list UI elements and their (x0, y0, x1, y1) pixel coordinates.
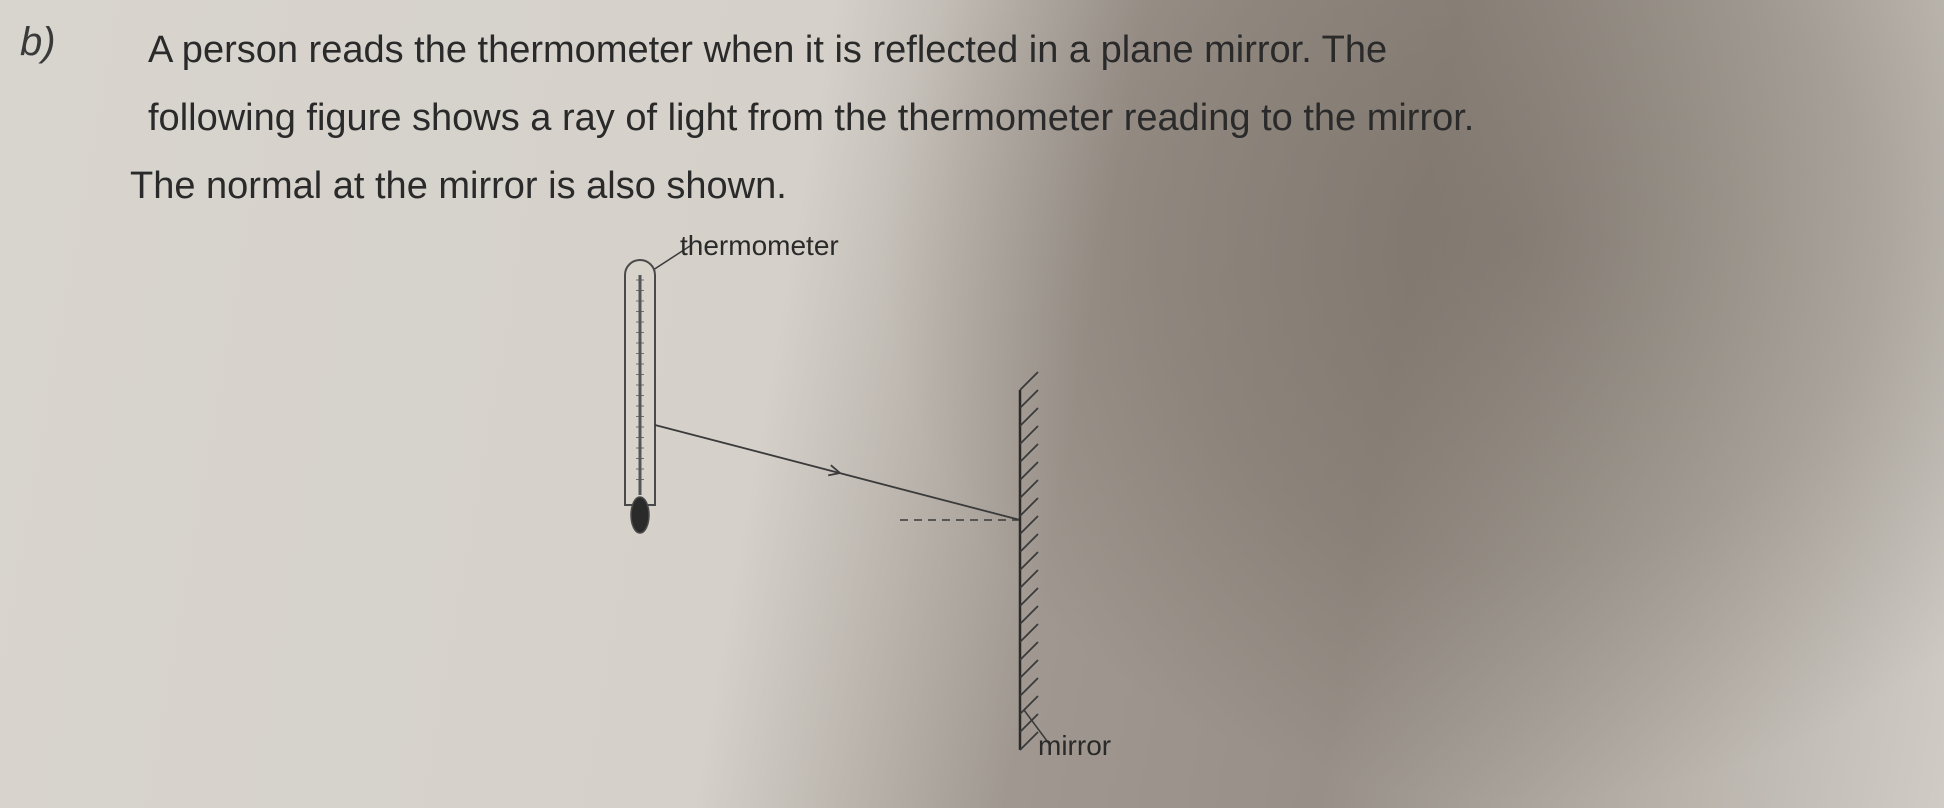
question-text-line-3: The normal at the mirror is also shown. (130, 158, 787, 215)
thermometer-label: thermometer (680, 230, 839, 262)
question-part-label: b) (20, 20, 56, 65)
question-text-line-1: A person reads the thermometer when it i… (148, 22, 1387, 79)
question-text-line-2: following figure shows a ray of light fr… (148, 90, 1474, 147)
mirror-label: mirror (1038, 730, 1111, 762)
physics-diagram: thermometer mirror (560, 230, 1460, 790)
diagram-svg (560, 230, 1460, 790)
